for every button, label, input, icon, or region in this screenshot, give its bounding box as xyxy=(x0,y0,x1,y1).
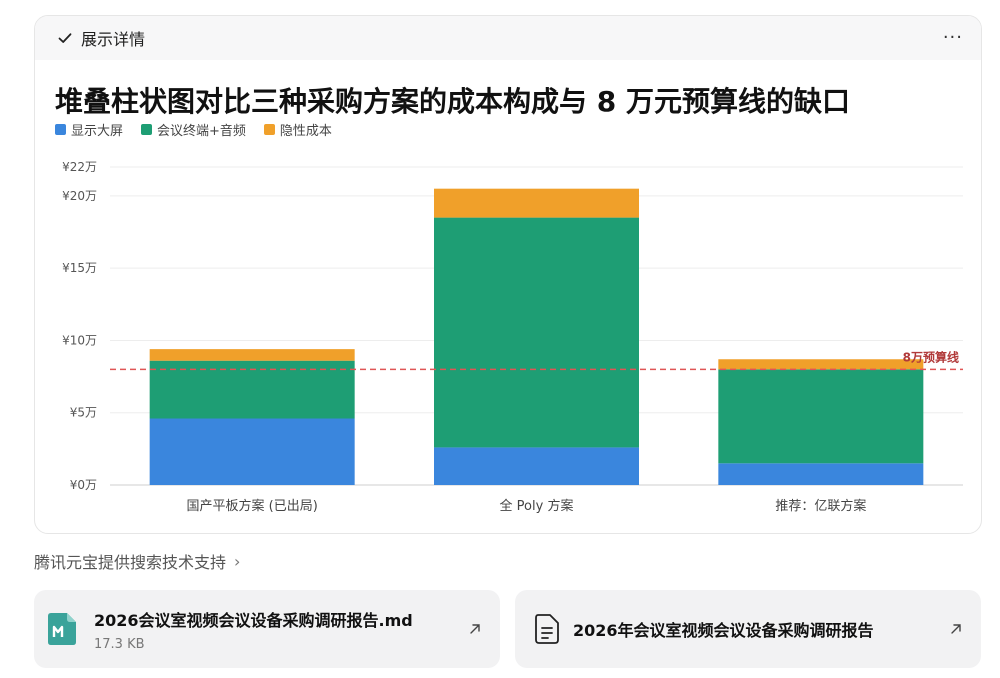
search-support-link[interactable]: 腾讯元宝提供搜索技术支持 › xyxy=(34,549,240,573)
search-support-text: 腾讯元宝提供搜索技术支持 xyxy=(34,553,227,572)
file-name: 2026会议室视频会议设备采购调研报告.md xyxy=(94,610,413,630)
file-card-md[interactable]: 2026会议室视频会议设备采购调研报告.md 17.3 KB xyxy=(34,590,500,668)
x-tick-label: 推荐：亿联方案 xyxy=(775,498,866,514)
file-card-doc[interactable]: 2026年会议室视频会议设备采购调研报告 xyxy=(515,590,981,668)
toggle-details[interactable]: 展示详情 xyxy=(57,26,145,50)
bar-segment[interactable] xyxy=(718,359,924,370)
legend-label: 隐性成本 xyxy=(279,124,332,139)
bar-segment[interactable] xyxy=(718,369,924,464)
open-external-icon[interactable] xyxy=(949,622,963,636)
x-tick-label: 全 Poly 方案 xyxy=(500,498,574,514)
check-icon xyxy=(58,33,72,43)
y-tick-label: ¥20万 xyxy=(62,189,97,203)
bar-segment[interactable] xyxy=(434,188,639,218)
card-header: 展示详情 ··· xyxy=(35,16,981,60)
open-external-icon[interactable] xyxy=(468,622,482,636)
legend-label: 显示大屏 xyxy=(71,124,124,139)
chart-legend: 显示大屏 会议终端+音频 隐性成本 xyxy=(55,120,332,139)
legend-label: 会议终端+音频 xyxy=(157,124,246,139)
bar-segment[interactable] xyxy=(718,463,924,485)
file-name: 2026年会议室视频会议设备采购调研报告 xyxy=(573,621,874,640)
legend-swatch xyxy=(141,124,153,135)
file-size: 17.3 KB xyxy=(94,636,145,652)
y-tick-label: ¥15万 xyxy=(62,261,97,275)
bar-segment[interactable] xyxy=(434,447,639,485)
chart-title: 堆叠柱状图对比三种采购方案的成本构成与 8 万元预算线的缺口 xyxy=(55,85,850,118)
chart-card: 展示详情 ··· 堆叠柱状图对比三种采购方案的成本构成与 8 万元预算线的缺口 … xyxy=(34,15,982,534)
details-label: 展示详情 xyxy=(81,30,146,49)
bar-segment[interactable] xyxy=(149,349,355,361)
x-tick-label: 国产平板方案 (已出局) xyxy=(187,498,318,514)
legend-swatch xyxy=(263,124,275,135)
budget-line-label: 8万预算线 xyxy=(903,349,959,364)
y-tick-label: ¥0万 xyxy=(70,478,97,492)
bar-segment[interactable] xyxy=(434,217,639,448)
markdown-file-icon xyxy=(48,613,76,645)
bar-segment[interactable] xyxy=(149,360,355,419)
y-tick-label: ¥22万 xyxy=(62,160,97,174)
bar-segment[interactable] xyxy=(149,418,355,485)
legend-swatch xyxy=(55,124,66,135)
more-icon[interactable]: ··· xyxy=(942,27,963,48)
legend-item[interactable]: 显示大屏 xyxy=(55,120,123,139)
legend-item[interactable]: 隐性成本 xyxy=(263,120,332,139)
chevron-right-icon: › xyxy=(234,551,241,571)
y-tick-label: ¥5万 xyxy=(70,406,97,420)
legend-item[interactable]: 会议终端+音频 xyxy=(141,120,246,139)
y-tick-label: ¥10万 xyxy=(62,333,97,347)
document-icon xyxy=(535,614,559,644)
